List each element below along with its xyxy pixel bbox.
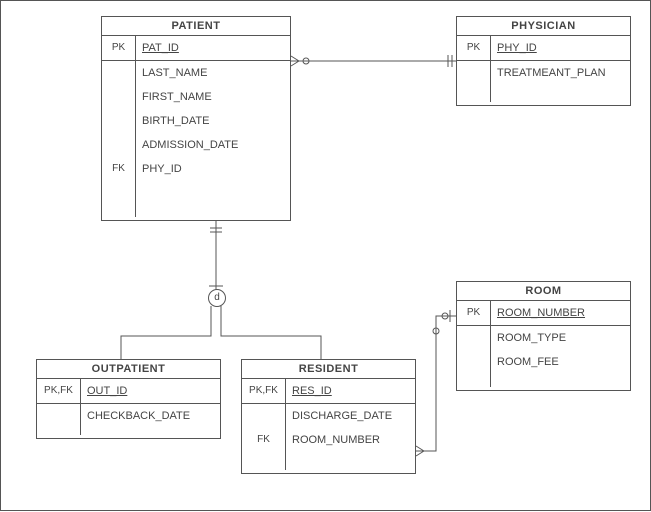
entity-title: PATIENT <box>102 17 290 36</box>
key-cell <box>102 133 135 157</box>
entity-resident: RESIDENT PK,FK FK RES_ID DISCHARGE_DATE … <box>241 359 416 474</box>
entity-title: PHYSICIAN <box>457 17 630 36</box>
key-cell: PK,FK <box>37 379 80 404</box>
attr-cell: TREATMEANT_PLAN <box>491 61 630 85</box>
key-cell: PK <box>457 36 490 61</box>
key-cell: PK <box>457 301 490 326</box>
key-cell <box>102 85 135 109</box>
key-cell <box>37 404 80 428</box>
entity-outpatient: OUTPATIENT PK,FK OUT_ID CHECKBACK_DATE <box>36 359 221 439</box>
edge-resident-room <box>416 316 456 451</box>
entity-title: RESIDENT <box>242 360 415 379</box>
key-cell <box>457 350 490 374</box>
attr-cell: FIRST_NAME <box>136 85 290 109</box>
entity-title: ROOM <box>457 282 630 301</box>
attr-cell: ROOM_TYPE <box>491 326 630 350</box>
attr-cell: ADMISSION_DATE <box>136 133 290 157</box>
key-cell <box>242 404 285 428</box>
attr-cell: PHY_ID <box>491 36 630 61</box>
key-cell: PK <box>102 36 135 61</box>
entity-patient: PATIENT PK FK PAT_ID LAST_NAME FIRST_NAM… <box>101 16 291 221</box>
edge-isa-resident <box>221 306 321 359</box>
attr-cell: BIRTH_DATE <box>136 109 290 133</box>
er-diagram-canvas: PATIENT PK FK PAT_ID LAST_NAME FIRST_NAM… <box>0 0 651 511</box>
attr-cell: PHY_ID <box>136 157 290 181</box>
attr-cell: DISCHARGE_DATE <box>286 404 415 428</box>
attr-cell: CHECKBACK_DATE <box>81 404 220 428</box>
key-cell: FK <box>102 157 135 181</box>
key-cell <box>457 61 490 85</box>
attr-cell: ROOM_NUMBER <box>491 301 630 326</box>
attr-cell: RES_ID <box>286 379 415 404</box>
key-cell: PK,FK <box>242 379 285 404</box>
entity-room: ROOM PK ROOM_NUMBER ROOM_TYPE ROOM_FEE <box>456 281 631 391</box>
key-cell <box>457 326 490 350</box>
attr-cell: LAST_NAME <box>136 61 290 85</box>
entity-title: OUTPATIENT <box>37 360 220 379</box>
key-cell <box>102 61 135 85</box>
key-cell <box>102 109 135 133</box>
attr-cell: OUT_ID <box>81 379 220 404</box>
attr-cell: ROOM_NUMBER <box>286 428 415 452</box>
edge-isa-outpatient <box>121 306 211 359</box>
disjoint-badge: d <box>208 289 226 307</box>
attr-cell: PAT_ID <box>136 36 290 61</box>
key-cell: FK <box>242 428 285 452</box>
entity-physician: PHYSICIAN PK PHY_ID TREATMEANT_PLAN <box>456 16 631 106</box>
attr-cell: ROOM_FEE <box>491 350 630 374</box>
